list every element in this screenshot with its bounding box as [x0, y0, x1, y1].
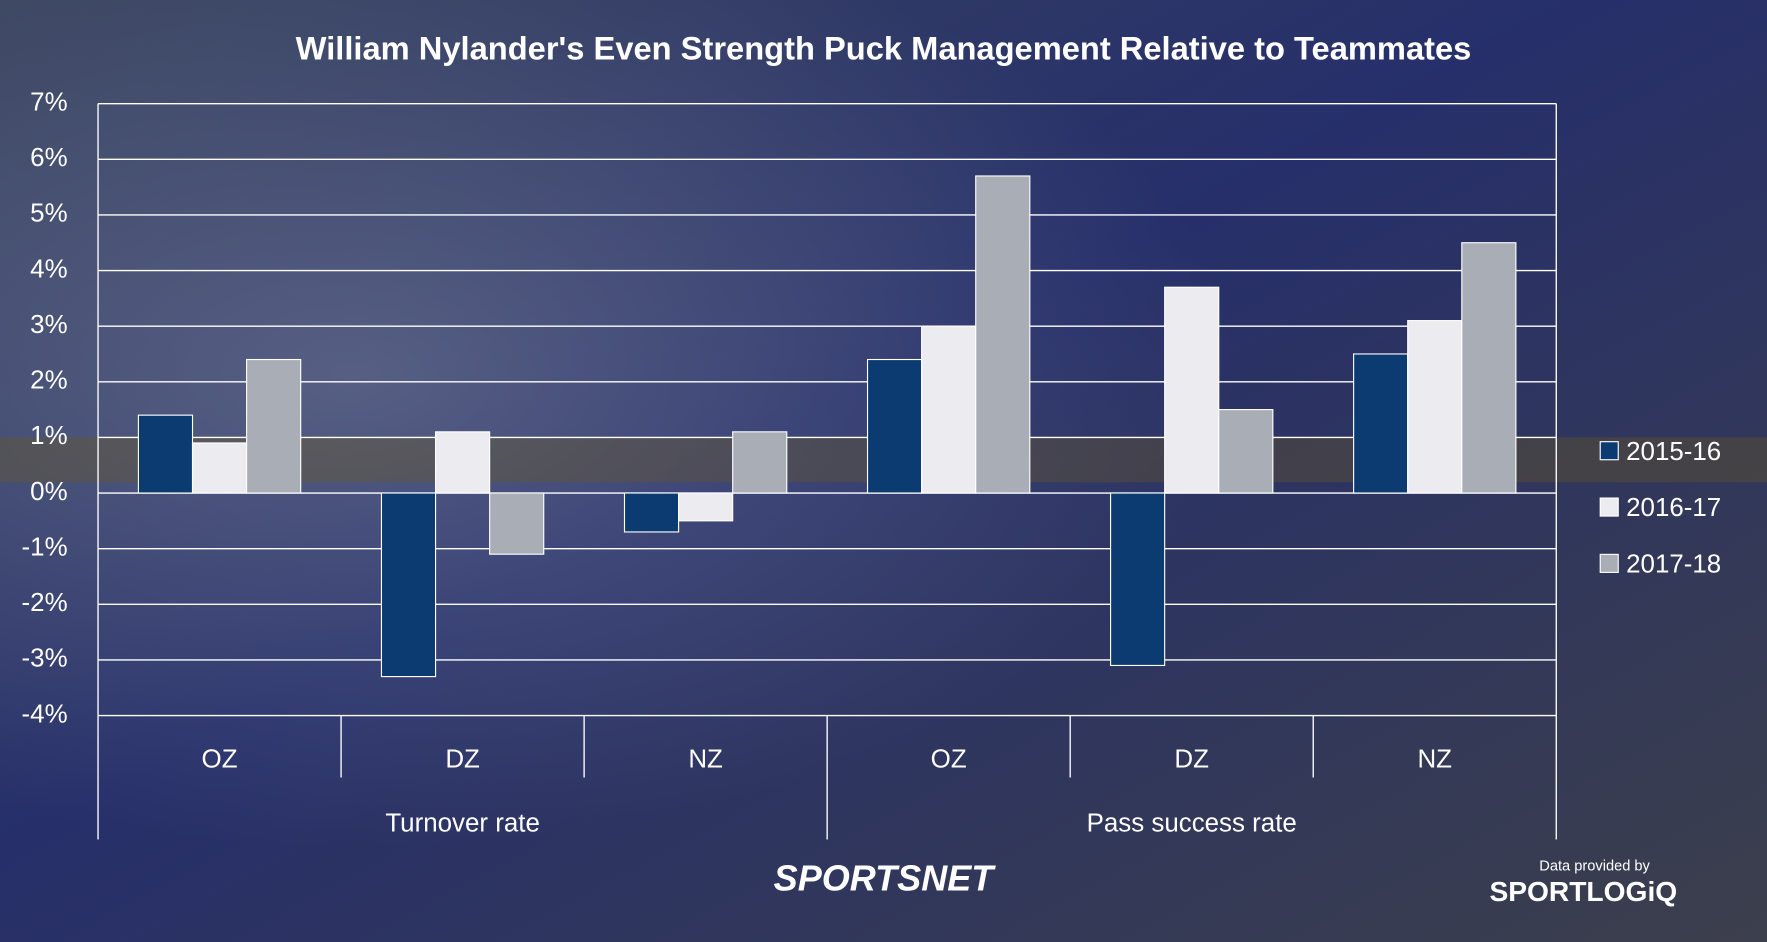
y-tick-label: 6% [30, 144, 67, 172]
x-tick-label: NZ [688, 745, 723, 773]
y-tick-label: 0% [30, 478, 67, 506]
logo: SPORTSNET [774, 858, 997, 899]
y-tick-label: 3% [30, 311, 67, 339]
bar [1110, 492, 1166, 667]
y-tick-label: -1% [22, 533, 68, 561]
x-tick-label: OZ [931, 745, 967, 773]
chart-title: William Nylander's Even Strength Puck Ma… [296, 29, 1472, 66]
y-tick-label: 2% [30, 367, 67, 395]
bar [1164, 286, 1220, 494]
group-label: Turnover rate [385, 810, 540, 838]
bar [1461, 242, 1517, 494]
bar [975, 175, 1031, 494]
bar [623, 492, 680, 533]
legend-swatch [1599, 553, 1619, 573]
y-tick-label: -3% [22, 645, 68, 673]
y-tick-label: 4% [30, 255, 67, 283]
bar [1218, 409, 1274, 494]
bar [434, 431, 491, 494]
bar [732, 431, 788, 494]
bar [678, 492, 734, 522]
y-tick-label: 7% [30, 89, 67, 117]
bar [489, 492, 545, 555]
group-label: Pass success rate [1087, 810, 1297, 838]
legend-label: 2015-16 [1626, 438, 1721, 466]
legend-swatch [1599, 497, 1619, 517]
bar [921, 325, 977, 494]
bar [866, 358, 923, 494]
y-tick-label: -4% [22, 700, 68, 728]
credit: Data provided by [1539, 858, 1650, 874]
x-tick-label: DZ [1174, 745, 1209, 773]
x-tick-label: OZ [202, 745, 238, 773]
bar [1353, 353, 1409, 494]
x-tick-label: DZ [445, 745, 480, 773]
legend-label: 2016-17 [1626, 494, 1721, 522]
y-tick-label: 1% [30, 422, 67, 450]
y-tick-label: 5% [30, 200, 67, 228]
bar [191, 442, 248, 494]
y-tick-label: -2% [22, 589, 68, 617]
legend-label: 2017-18 [1626, 550, 1721, 578]
bar [246, 358, 302, 494]
bar [137, 414, 194, 494]
bar [1407, 320, 1463, 494]
bar [380, 492, 437, 678]
x-tick-label: NZ [1417, 745, 1452, 773]
provider: SPORTLOGiQ [1489, 875, 1677, 907]
legend-swatch [1599, 441, 1619, 461]
